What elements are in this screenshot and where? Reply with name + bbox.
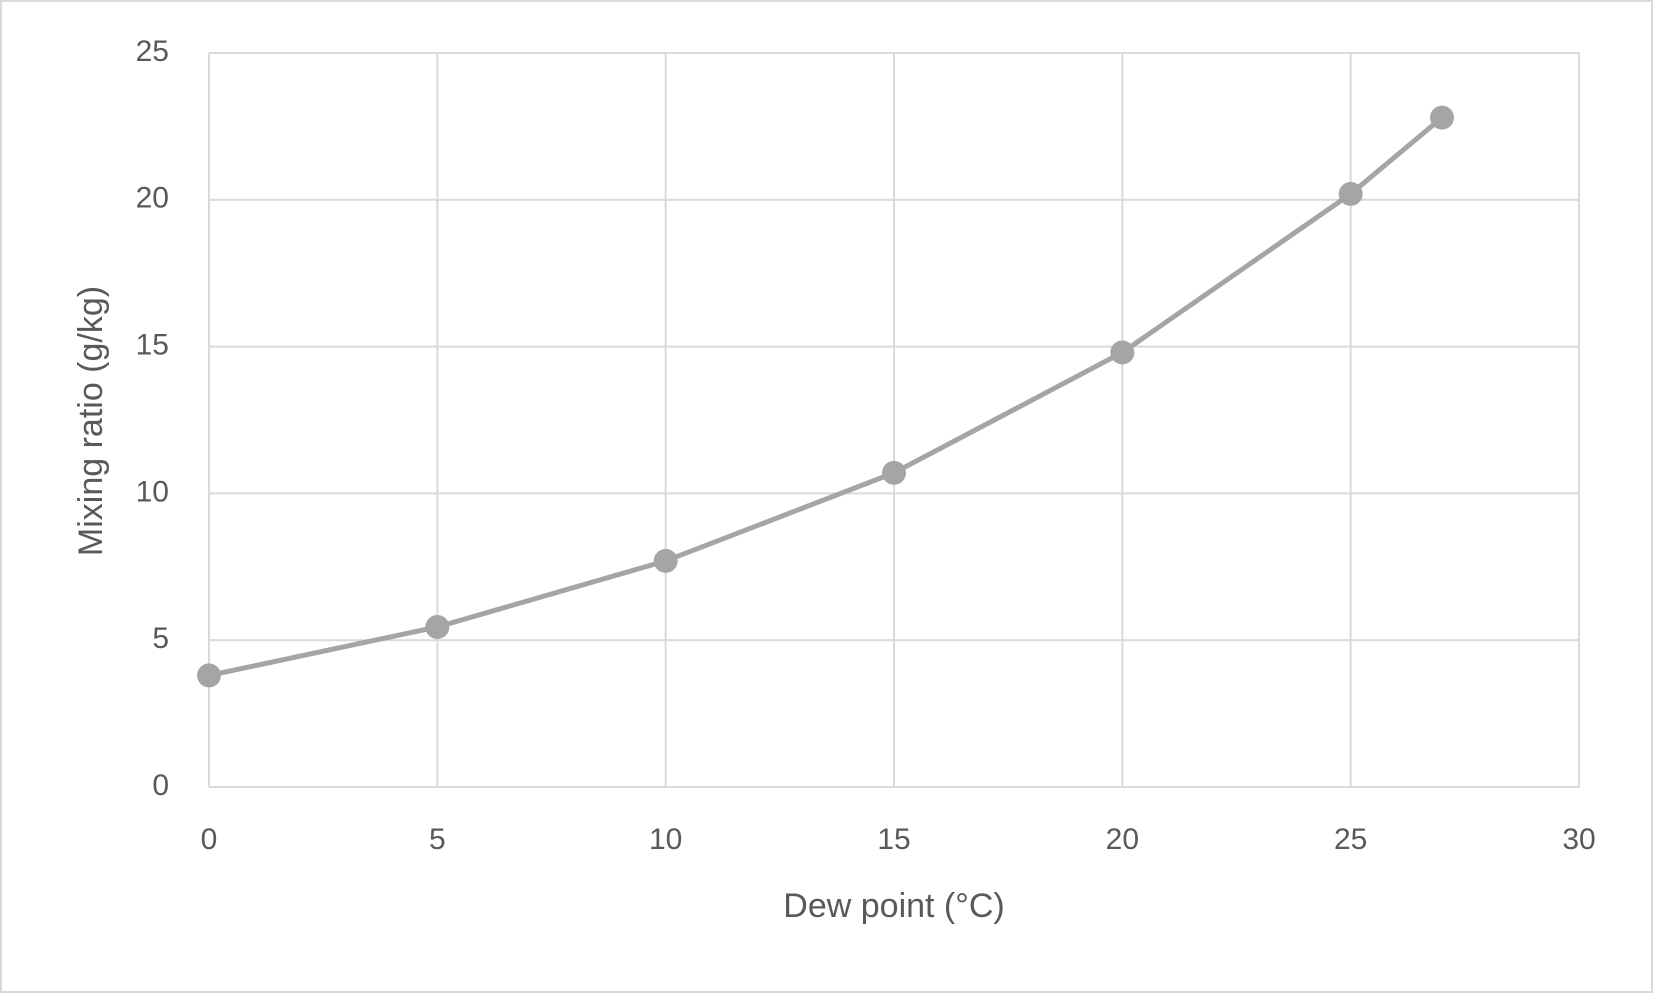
data-point — [1430, 105, 1454, 130]
y-tick-label: 15 — [136, 329, 169, 362]
x-tick-label: 30 — [1562, 823, 1595, 856]
data-point — [653, 548, 678, 573]
data-point — [1338, 181, 1363, 206]
y-axis-title: Mixing ratio (g/kg) — [72, 286, 110, 556]
data-point — [197, 663, 221, 688]
y-tick-label: 0 — [152, 769, 169, 802]
y-tick-label: 10 — [136, 475, 169, 508]
x-tick-label: 15 — [877, 823, 910, 856]
y-tick-label: 20 — [136, 182, 169, 215]
x-tick-label: 20 — [1106, 823, 1139, 856]
data-point — [882, 460, 906, 485]
data-point — [1110, 340, 1135, 365]
x-tick-label: 5 — [429, 823, 446, 856]
y-tick-label: 5 — [152, 622, 169, 655]
y-tick-label: 25 — [136, 35, 169, 68]
x-axis-title: Dew point (°C) — [783, 887, 1004, 925]
x-tick-label: 10 — [649, 823, 682, 856]
x-tick-label: 0 — [201, 823, 218, 856]
data-point — [425, 614, 450, 639]
x-tick-label: 25 — [1334, 823, 1367, 856]
